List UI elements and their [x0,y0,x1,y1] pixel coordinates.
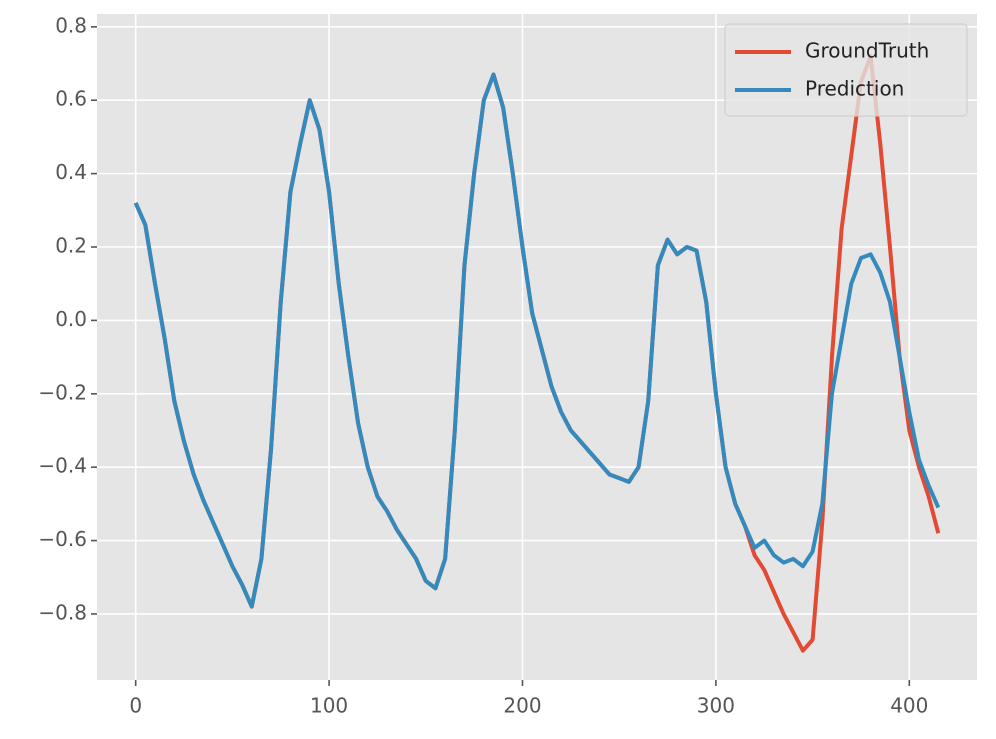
legend-box [724,23,968,117]
y-tick-label: 0.4 [55,160,87,184]
legend: GroundTruth Prediction [724,23,968,117]
y-tick-label: −0.6 [38,527,87,551]
line-series [133,72,941,609]
x-tick-label: 100 [310,694,348,718]
y-tick-label: −0.8 [38,600,87,624]
y-tick-label: −0.2 [38,380,87,404]
x-tick-label: 400 [890,694,928,718]
y-tick-label: 0.2 [55,234,87,258]
legend-label: Prediction [805,77,904,101]
x-tick-label: 200 [503,694,541,718]
plot-area [97,14,977,680]
y-tick-label: −0.4 [38,454,87,478]
legend-label: GroundTruth [805,39,929,63]
x-tick-label: 300 [697,694,735,718]
y-tick-label: 0.6 [55,87,87,111]
x-tick-label: 0 [129,694,142,718]
y-tick-label: 0.0 [55,307,87,331]
y-tick-label: 0.8 [55,13,87,37]
